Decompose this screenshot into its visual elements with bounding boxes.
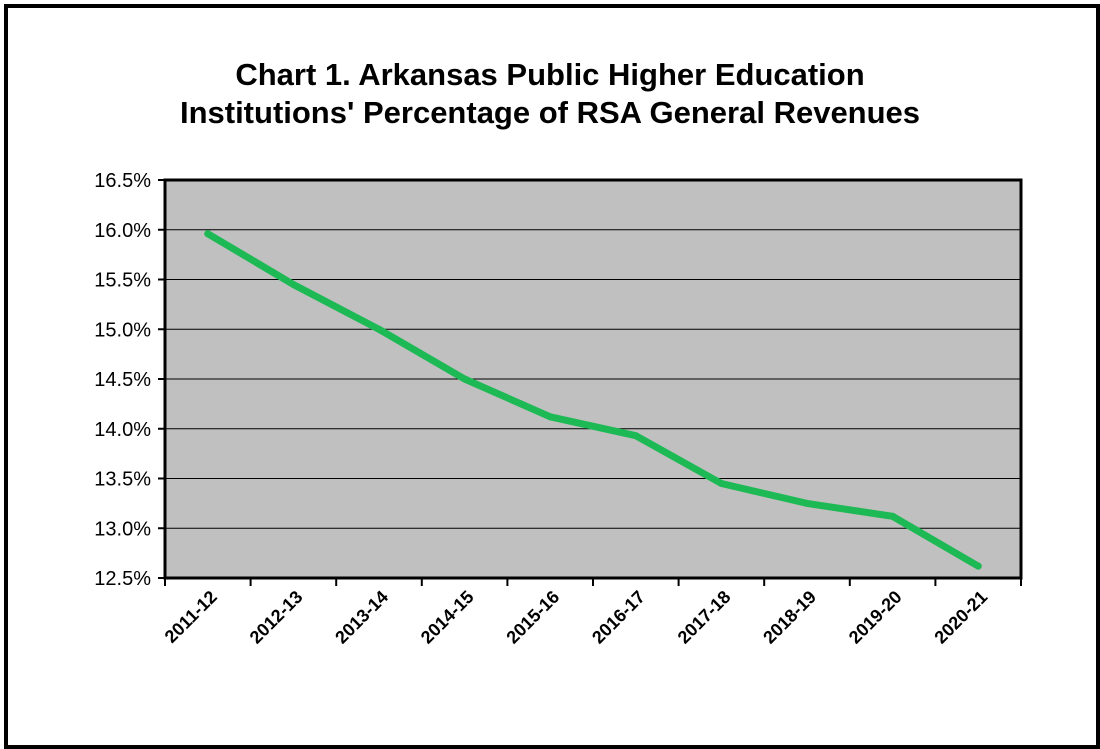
data-point (289, 280, 297, 288)
x-tick-label: 2020-21 (930, 587, 991, 648)
y-tick-label: 16.0% (94, 220, 151, 242)
y-tick-label: 16.5% (94, 170, 151, 192)
y-tick-label: 13.0% (94, 518, 151, 540)
x-tick-label: 2019-20 (845, 587, 906, 648)
x-axis: 2011-12 2012-13 2013-14 2014-15 2015-16 2016-… (161, 578, 1022, 648)
y-tick-label: 13.5% (94, 469, 151, 491)
y-tick-label: 14.5% (94, 369, 151, 391)
data-point (974, 562, 982, 570)
x-tick-label: 2016-17 (588, 587, 649, 648)
data-point (632, 432, 640, 440)
data-point (889, 512, 897, 520)
data-point (461, 375, 469, 383)
x-tick-label: 2017-18 (674, 587, 735, 648)
y-tick-label: 12.5% (94, 568, 151, 590)
y-tick-label: 14.0% (94, 419, 151, 441)
x-tick-label: 2014-15 (417, 587, 478, 648)
data-point (717, 479, 725, 487)
gridlines (165, 229, 1021, 529)
x-tick-label: 2015-16 (502, 587, 563, 648)
series (204, 230, 982, 570)
x-tick-label: 2013-14 (331, 587, 392, 648)
chart-title: Chart 1. Arkansas Public Higher Educatio… (0, 56, 1100, 132)
data-point (204, 230, 212, 238)
plot-border (163, 178, 1023, 580)
series-line (204, 230, 982, 570)
chart-title-line-1: Chart 1. Arkansas Public Higher Educatio… (235, 57, 865, 92)
y-tick-label: 15.5% (94, 270, 151, 292)
y-tick-label: 15.0% (94, 319, 151, 341)
chart-title-line-2: Institutions' Percentage of RSA General … (179, 95, 921, 130)
data-point (546, 413, 554, 421)
data-point (375, 325, 383, 333)
x-tick-label: 2018-19 (759, 587, 820, 648)
x-tick-label: 2011-12 (161, 587, 221, 647)
x-tick-label: 2012-13 (246, 587, 307, 648)
data-point (803, 499, 811, 507)
y-axis: 16.5% 16.0% 15.5% 15.0% 14.5% 14.0% 13.5% 13.0%… (94, 170, 165, 590)
